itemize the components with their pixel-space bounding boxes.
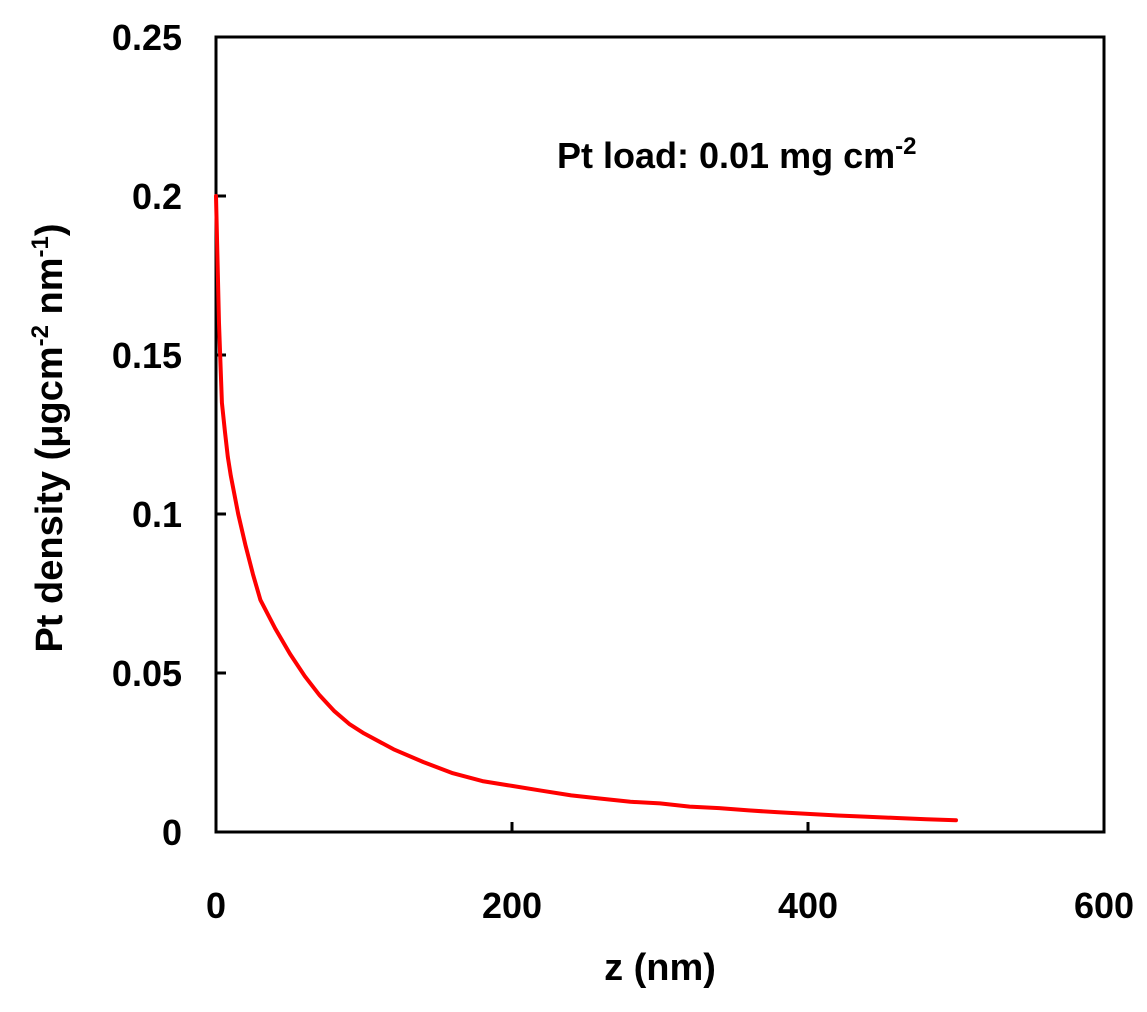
x-axis-title: z (nm) — [604, 947, 716, 989]
y-axis-title-part: Pt density (μgcm — [29, 346, 71, 652]
y-axis-title-superscript: -1 — [27, 236, 54, 257]
pt-load-annotation-text: Pt load: 0.01 mg cm — [557, 135, 895, 176]
y-axis-ticks: 0 0.05 0.1 0.15 0.2 0.25 — [112, 17, 226, 853]
y-tick-label: 0.05 — [112, 653, 182, 694]
x-tick-label: 0 — [206, 885, 226, 926]
y-axis-title-part: ) — [29, 223, 71, 236]
y-tick-label: 0.15 — [112, 335, 182, 376]
x-tick-label: 600 — [1074, 885, 1134, 926]
y-axis-title-superscript: -2 — [27, 325, 54, 346]
y-tick-label: 0.1 — [132, 494, 182, 535]
x-tick-label: 400 — [778, 885, 838, 926]
x-tick-label: 200 — [482, 885, 542, 926]
pt-load-annotation: Pt load: 0.01 mg cm-2 — [557, 133, 916, 176]
plot-area-frame — [214, 35, 1106, 834]
y-axis-title: Pt density (μgcm-2 nm-1) — [27, 223, 71, 652]
x-axis-ticks: 0 200 400 600 — [206, 822, 1134, 926]
y-tick-label: 0.25 — [112, 17, 182, 58]
y-tick-label: 0.2 — [132, 176, 182, 217]
y-axis-title-part: nm — [29, 257, 71, 325]
pt-load-annotation-superscript: -2 — [895, 133, 916, 160]
series-line — [214, 194, 958, 823]
y-tick-label: 0 — [162, 812, 182, 853]
